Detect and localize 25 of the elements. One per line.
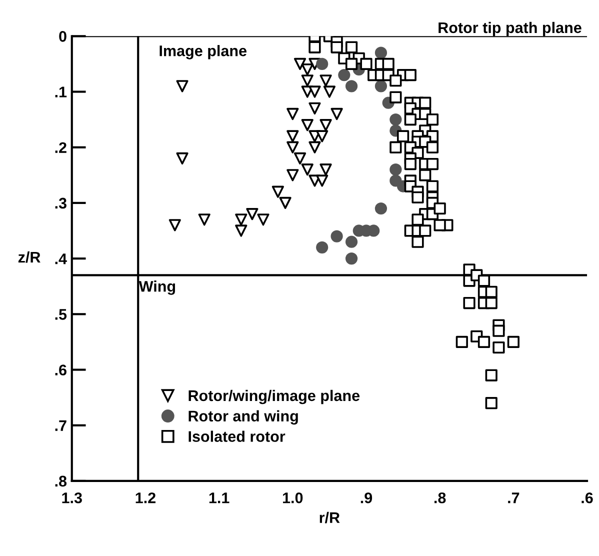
x-tick-label: 1.1: [209, 492, 230, 504]
x-tick-label: 1.0: [283, 492, 303, 504]
y-tick-label: .6: [55, 364, 66, 376]
y-axis-title: z/R: [18, 251, 40, 263]
x-tick-label: 1.3: [62, 492, 82, 504]
x-tick-label: .9: [360, 492, 372, 504]
y-tick-label: 0: [59, 31, 66, 42]
legend-label: Isolated rotor: [188, 430, 286, 442]
legend-label: Rotor/wing/image plane: [188, 390, 360, 404]
y-tick-label: .3: [55, 198, 66, 209]
ref-line-label: Wing: [138, 280, 176, 295]
y-tick-label: .5: [55, 309, 67, 320]
x-axis-title: r/R: [320, 512, 340, 524]
y-tick-label: .2: [55, 142, 66, 153]
ref-line-label: Rotor tip path plane: [438, 22, 582, 36]
y-tick-label: .4: [55, 254, 67, 264]
ref-line-label: Image plane: [160, 45, 246, 60]
x-tick-label: 1.2: [136, 492, 156, 504]
legend-label: Rotor and wing: [188, 410, 298, 425]
y-tick-label: .7: [55, 420, 66, 431]
y-tick-label: .1: [55, 86, 67, 98]
x-tick-label: .6: [582, 492, 593, 504]
y-tick-label: .8: [55, 476, 67, 487]
x-tick-label: .8: [434, 492, 446, 504]
x-tick-label: .7: [508, 492, 520, 504]
